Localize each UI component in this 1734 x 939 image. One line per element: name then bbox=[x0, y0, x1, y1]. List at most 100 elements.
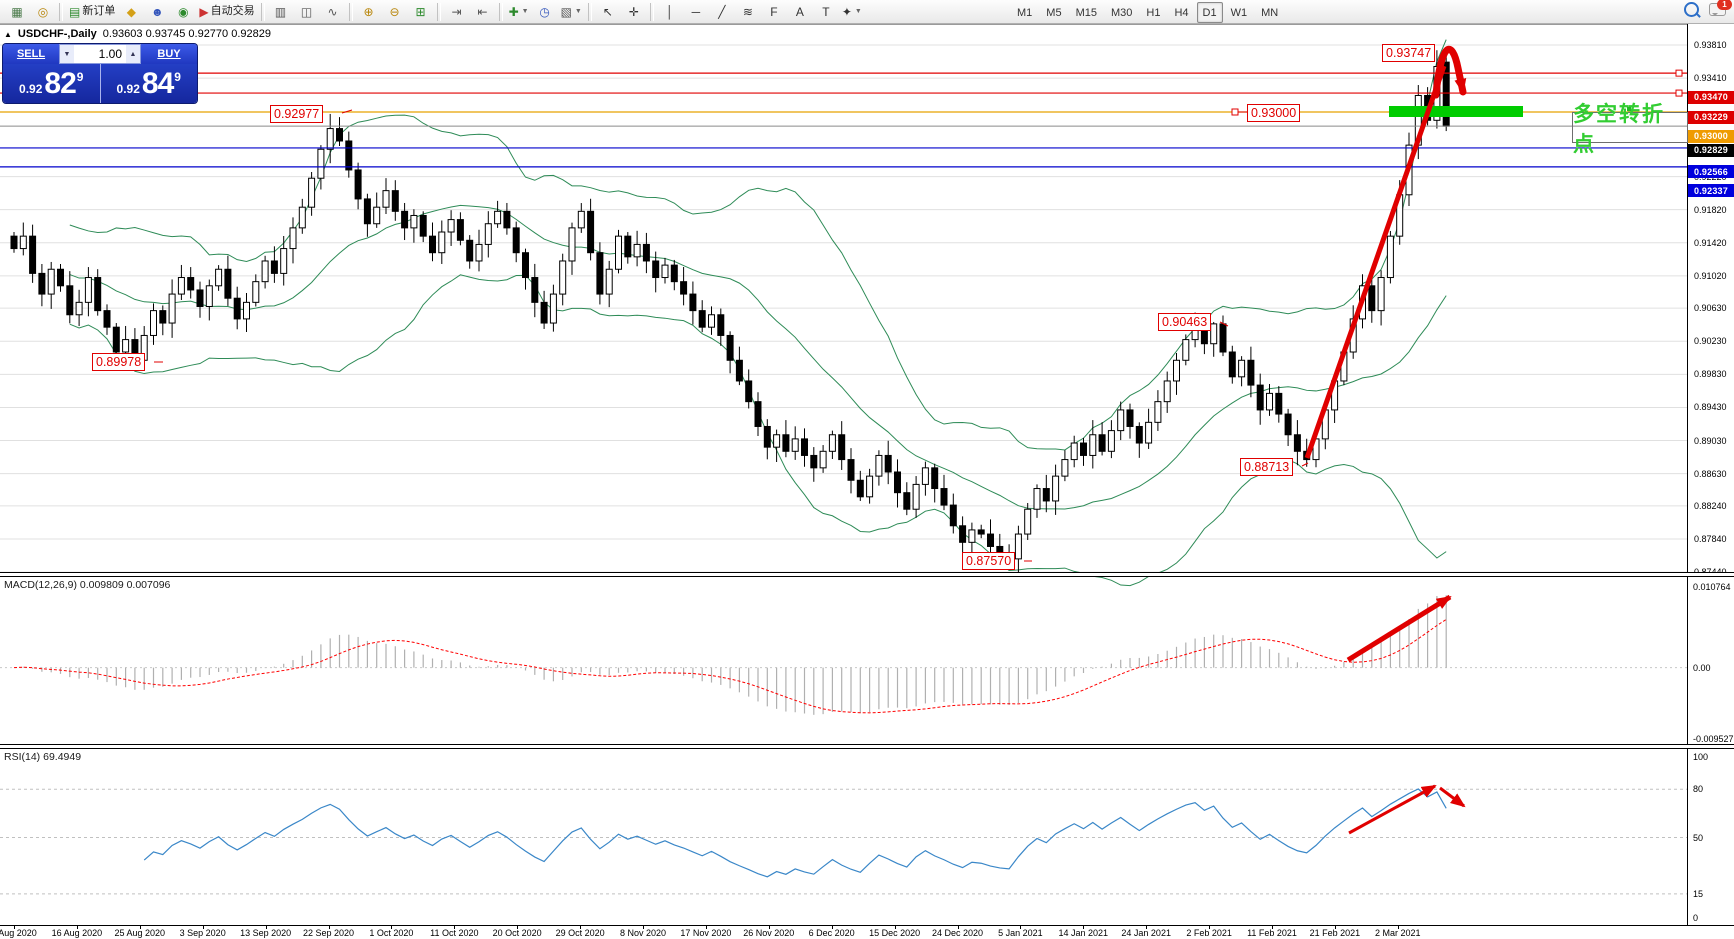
auto-trading-button[interactable]: ▶ 自动交易 bbox=[196, 1, 257, 23]
rsi-up-arrow[interactable] bbox=[1348, 784, 1437, 835]
cursor-button[interactable]: ↖ bbox=[595, 1, 621, 23]
price-callout-093747[interactable]: 0.93747 bbox=[1382, 44, 1436, 62]
chart-shift-icon: ⇤ bbox=[477, 4, 488, 19]
date-tick-label: 16 Aug 2020 bbox=[51, 928, 103, 938]
price-tick-label: 0.88240 bbox=[1694, 500, 1727, 511]
turning-point-text: 多空转折点 bbox=[1573, 102, 1665, 156]
new-order-button[interactable]: ▤ 新订单 bbox=[66, 1, 118, 23]
rsi-pane-separator[interactable] bbox=[0, 744, 1734, 749]
price-tick-label: 0.88630 bbox=[1694, 468, 1727, 479]
vertical-line-button[interactable]: │ bbox=[657, 1, 683, 23]
chart-styles-button[interactable]: ◆ bbox=[118, 1, 144, 23]
price-tick-label: 0.90630 bbox=[1694, 303, 1727, 314]
macd-up-arrow[interactable] bbox=[1346, 594, 1452, 663]
indicators-button[interactable]: ✚ ▼ bbox=[506, 1, 532, 23]
trend-up-arrow[interactable] bbox=[1304, 65, 1447, 459]
crosshair-button[interactable]: ✛ bbox=[621, 1, 647, 23]
bar-chart-mode-button[interactable]: ▥ bbox=[268, 1, 294, 23]
date-tick-label: 2 Mar 2021 bbox=[1375, 928, 1421, 938]
arrows-menu-dropdown-icon[interactable]: ▼ bbox=[854, 8, 862, 15]
chat-icon[interactable]: 1 bbox=[1709, 0, 1732, 16]
zoom-in-button[interactable]: ⊕ bbox=[356, 1, 382, 23]
timeframe-d1-button[interactable]: D1 bbox=[1196, 2, 1223, 23]
line-chart-mode-button[interactable]: ∿ bbox=[320, 1, 346, 23]
price-callout-092977[interactable]: 0.92977 bbox=[270, 105, 324, 123]
trendline-button[interactable]: ╱ bbox=[709, 1, 735, 23]
turning-point-annotation[interactable]: 多空转折点 bbox=[1572, 103, 1688, 156]
text-button[interactable]: A bbox=[787, 1, 813, 23]
alerts-button[interactable]: ◉ bbox=[170, 1, 196, 23]
date-tick-label: 1 Oct 2020 bbox=[369, 928, 414, 938]
lot-decrease-button[interactable]: ▼ bbox=[60, 45, 74, 63]
chart-shift-button[interactable]: ⇤ bbox=[470, 1, 496, 23]
alerts-icon: ◉ bbox=[178, 4, 189, 19]
horizontal-line-icon: ─ bbox=[691, 4, 701, 19]
price-callout-093000[interactable]: 0.93000 bbox=[1247, 104, 1301, 122]
timeframe-m5-button[interactable]: M5 bbox=[1046, 6, 1062, 19]
templates-button[interactable]: ▧ ▼ bbox=[558, 1, 585, 23]
text-label-button[interactable]: T bbox=[813, 1, 839, 23]
market-watch-icon: ◎ bbox=[37, 4, 49, 19]
chart-window[interactable]: ▲ USDCHF-,Daily 0.93603 0.93745 0.92770 … bbox=[0, 24, 1734, 939]
timeframe-h4-button[interactable]: H4 bbox=[1174, 6, 1189, 19]
new-order-label: 新订单 bbox=[82, 5, 116, 17]
rsi-down-arrow[interactable] bbox=[1439, 786, 1466, 808]
periods-menu-icon: ◷ bbox=[539, 4, 550, 19]
chart-title: USDCHF-,Daily bbox=[17, 28, 97, 40]
date-axis[interactable]: 6 Aug 2020 16 Aug 2020 25 Aug 2020 3 Sep 20… bbox=[0, 925, 1734, 939]
toolbar-separator bbox=[436, 2, 441, 21]
toolbar-separator bbox=[348, 2, 353, 21]
charts-window-icon: ▦ bbox=[11, 4, 23, 19]
buy-price-prefix: 0.92 bbox=[116, 81, 140, 96]
price-callout-088713[interactable]: 0.88713 bbox=[1240, 458, 1294, 476]
zoom-out-button[interactable]: ⊖ bbox=[382, 1, 408, 23]
price-callout-089978[interactable]: 0.89978 bbox=[92, 353, 146, 371]
sell-price-main: 82 bbox=[44, 66, 76, 100]
auto-trading-icon: ▶ bbox=[199, 4, 209, 19]
search-icon[interactable] bbox=[1684, 2, 1699, 17]
profiles-button[interactable]: ☻ bbox=[144, 1, 170, 23]
buy-button[interactable]: BUY bbox=[141, 44, 197, 64]
lot-size-value[interactable]: 1.00 bbox=[98, 47, 122, 61]
timeframe-m15-button[interactable]: M15 bbox=[1075, 6, 1097, 19]
collapse-arrow-icon[interactable]: ▲ bbox=[4, 29, 12, 39]
price-callout-090463[interactable]: 0.90463 bbox=[1158, 313, 1212, 331]
macd-axis-label: 0.00 bbox=[1693, 662, 1711, 673]
macd-pane-separator[interactable] bbox=[0, 572, 1734, 577]
buy-price-pip: 9 bbox=[174, 69, 181, 84]
annotation-anchor[interactable] bbox=[1627, 107, 1631, 111]
chart-canvas[interactable] bbox=[0, 24, 1734, 938]
date-tick-label: 25 Aug 2020 bbox=[114, 928, 166, 938]
price-callout-087570[interactable]: 0.87570 bbox=[962, 552, 1016, 570]
rsi-label: RSI(14) 69.4949 bbox=[4, 751, 82, 763]
sell-price[interactable]: 0.92 82 9 bbox=[3, 64, 101, 103]
indicators-icon: ✚ bbox=[508, 4, 519, 19]
templates-dropdown-icon[interactable]: ▼ bbox=[574, 8, 582, 15]
equidistant-channel-button[interactable]: ≋ bbox=[735, 1, 761, 23]
tile-windows-button[interactable]: ⊞ bbox=[408, 1, 434, 23]
date-tick-label: 6 Aug 2020 bbox=[0, 928, 37, 938]
sell-button[interactable]: SELL bbox=[3, 44, 59, 64]
fibonacci-button[interactable]: F bbox=[761, 1, 787, 23]
periods-menu-button[interactable]: ◷ bbox=[532, 1, 558, 23]
date-tick-label: 6 Dec 2020 bbox=[808, 928, 855, 938]
timeframe-h1-button[interactable]: H1 bbox=[1146, 6, 1161, 19]
text-label-icon: T bbox=[822, 4, 830, 19]
timeframe-w1-button[interactable]: W1 bbox=[1230, 6, 1248, 19]
timeframe-m1-button[interactable]: M1 bbox=[1017, 6, 1033, 19]
reversal-hook-arrow[interactable] bbox=[1432, 45, 1467, 99]
support-zone-rectangle[interactable] bbox=[1389, 106, 1523, 117]
market-watch-button[interactable]: ◎ bbox=[30, 1, 56, 23]
charts-window-button[interactable]: ▦ bbox=[4, 1, 30, 23]
horizontal-line-button[interactable]: ─ bbox=[683, 1, 709, 23]
timeframe-m30-button[interactable]: M30 bbox=[1110, 6, 1133, 19]
indicators-dropdown-icon[interactable]: ▼ bbox=[521, 8, 529, 15]
rsi-axis-label: 100 bbox=[1693, 752, 1709, 762]
buy-price[interactable]: 0.92 84 9 bbox=[101, 64, 198, 103]
arrows-menu-button[interactable]: ✦ ▼ bbox=[839, 1, 865, 23]
candlestick-mode-button[interactable]: ◫ bbox=[294, 1, 320, 23]
timeframe-mn-button[interactable]: MN bbox=[1261, 6, 1279, 19]
auto-scroll-button[interactable]: ⇥ bbox=[444, 1, 470, 23]
sell-price-prefix: 0.92 bbox=[19, 81, 43, 96]
lot-increase-button[interactable]: ▲ bbox=[126, 45, 140, 63]
